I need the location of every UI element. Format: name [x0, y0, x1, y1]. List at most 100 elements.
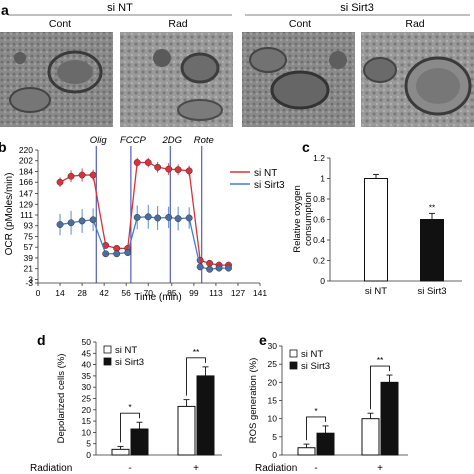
e-significance-label: *	[314, 406, 318, 416]
b-x-axis-title: Time (min)	[134, 292, 181, 303]
d-legend-swatch	[103, 357, 112, 366]
panel-e: e 0 5 10 15 20 25 30 ROS generation (%) * - ** + si …	[248, 332, 408, 474]
micrograph-sirt3-cont	[242, 32, 355, 127]
b-x-tick-label: 28	[77, 288, 87, 298]
c-y-tick-label: 1.2	[313, 153, 325, 163]
b-data-point	[124, 249, 132, 257]
e-y-tick-label: 10	[268, 414, 278, 424]
b-y-tick-label: 39	[24, 253, 34, 263]
d-y-tick-label: 35	[82, 371, 92, 381]
e-y-tick-label: 5	[272, 432, 277, 442]
b-data-point	[206, 259, 214, 267]
e-radiation-sign: -	[314, 463, 317, 474]
b-x-tick-label: 127	[231, 288, 245, 298]
panel-b-letter: b	[0, 139, 7, 155]
condition-label-cont-1: Cont	[49, 18, 71, 30]
b-y-tick-label: 111	[20, 210, 33, 220]
b-data-point	[215, 264, 223, 272]
b-data-point	[102, 250, 110, 258]
b-series-line	[59, 161, 229, 266]
b-x-tick-label: 0	[36, 288, 41, 298]
e-significance-bracket	[370, 365, 390, 410]
c-x-tick-label: si Sirt3	[417, 286, 446, 297]
e-y-tick-label: 25	[268, 359, 278, 369]
b-data-point	[154, 214, 162, 222]
e-legend-label: si Sirt3	[301, 361, 330, 372]
b-data-point	[165, 165, 173, 173]
b-y-tick-label: 75	[24, 231, 34, 241]
c-y-tick-label: 0.4	[313, 235, 325, 245]
d-bar	[196, 375, 215, 456]
condition-label-cont-2: Cont	[289, 18, 311, 30]
b-injection-label: Rote	[194, 135, 214, 146]
d-significance-bracket	[186, 357, 206, 396]
b-y-tick-label: 202	[19, 156, 33, 166]
e-y-tick-label: 20	[268, 377, 278, 387]
b-x-tick-label: 99	[189, 288, 199, 298]
c-bar	[364, 178, 388, 282]
b-x-tick-label: 113	[209, 288, 223, 298]
b-y-tick-label: 184	[19, 166, 33, 176]
b-data-point	[144, 159, 152, 166]
micrograph-sirt3-rad	[361, 32, 474, 127]
e-bar	[361, 418, 380, 456]
b-data-point	[196, 263, 204, 271]
c-significance-label: **	[429, 203, 435, 212]
b-data-point	[154, 163, 162, 171]
d-legend-label: si Sirt3	[115, 357, 144, 368]
e-chart: 0 5 10 15 20 25 30 ROS generation (%) * - ** + si NT…	[248, 341, 408, 474]
b-data-point	[133, 159, 141, 166]
b-data-point	[206, 265, 214, 273]
b-data-point	[174, 215, 182, 223]
e-legend-swatch	[289, 349, 298, 358]
b-y-tick-label: 21	[24, 264, 34, 274]
d-radiation-label: Radiation	[30, 463, 72, 474]
panel-c-letter: c	[302, 139, 310, 155]
e-legend-label: si NT	[301, 349, 323, 360]
b-data-point	[67, 219, 75, 227]
c-x-tick-label: si NT	[365, 286, 387, 297]
b-x-tick-label: 56	[121, 288, 131, 298]
b-data-point	[78, 171, 86, 179]
b-data-point	[174, 166, 182, 174]
micrograph-sinT-rad	[120, 32, 233, 127]
d-radiation-sign: +	[193, 463, 199, 474]
panel-c: c 0 0.2 0.4 0.6 0.8 1 1.2 Relative oxygen consum…	[292, 139, 462, 297]
d-bar	[177, 405, 196, 456]
b-data-point	[225, 264, 232, 272]
c-y-tick-label: 1	[320, 174, 325, 184]
b-injection-label: FCCP	[120, 135, 147, 146]
b-data-point	[67, 172, 75, 180]
b-x-tick-label: 85	[167, 288, 177, 298]
d-y-tick-label: 50	[82, 337, 92, 347]
d-y-tick-label: 0	[86, 450, 91, 460]
b-data-point	[89, 216, 97, 224]
c-y-tick-label: 0.8	[313, 194, 325, 204]
panel-a: a si NT si Sirt3 Cont Rad Cont Rad	[0, 2, 474, 127]
e-radiation-sign: +	[377, 463, 383, 474]
b-x-tick-label: 70	[143, 288, 153, 298]
b-injection-label: Olig	[90, 135, 108, 146]
b-y-axis-title: OCR (pMoles/min)	[4, 173, 15, 256]
b-x-tick-label: 14	[55, 288, 65, 298]
b-series	[56, 157, 232, 273]
b-data-point	[144, 213, 152, 221]
d-y-tick-label: 10	[82, 427, 92, 437]
d-y-tick-label: 45	[82, 348, 92, 358]
c-y-tick-label: 0.2	[313, 256, 325, 266]
b-series-si-nt	[56, 157, 232, 269]
d-y-tick-label: 40	[82, 360, 92, 370]
panel-a-letter: a	[1, 2, 9, 18]
e-y-tick-label: 15	[268, 396, 278, 406]
b-y-tick-label: 129	[19, 199, 33, 209]
b-data-point	[185, 167, 193, 175]
e-bar	[380, 381, 399, 456]
d-significance-label: **	[193, 347, 200, 357]
b-data-point	[56, 178, 64, 186]
b-y-tick-label: 57	[24, 242, 34, 252]
d-y-tick-label: 5	[86, 439, 91, 449]
c-y-tick-label: 0.6	[313, 215, 325, 225]
